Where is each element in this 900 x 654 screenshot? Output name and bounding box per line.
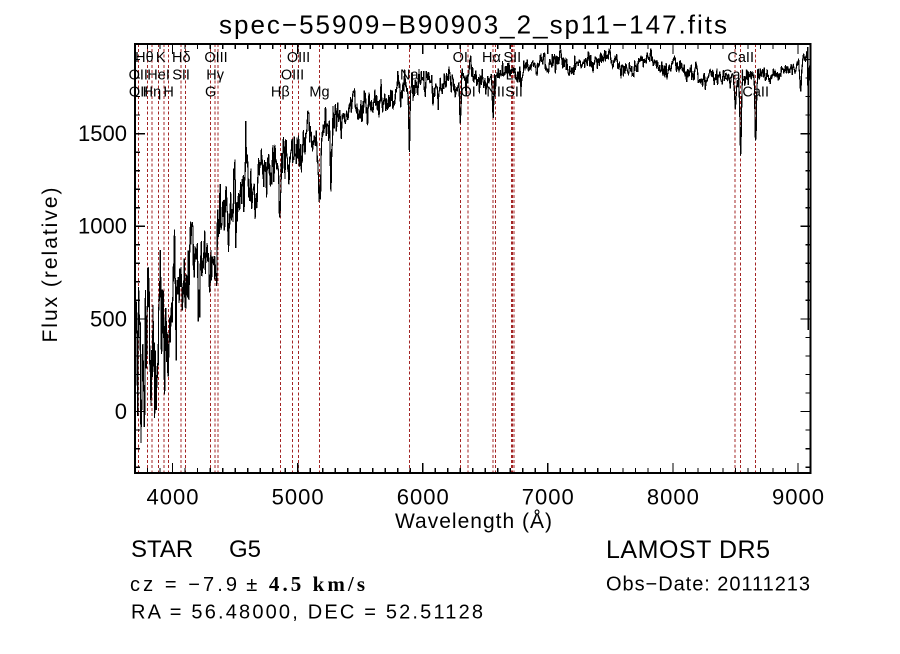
svg-text:500: 500 xyxy=(90,306,127,331)
svg-text:0: 0 xyxy=(115,399,127,424)
svg-text:Hγ: Hγ xyxy=(206,68,224,84)
svg-text:RA = 56.48000, DEC = 52.5112: RA = 56.48000, DEC = 52.51128 xyxy=(131,602,483,624)
svg-text:Wavelength (Å): Wavelength (Å) xyxy=(395,510,552,533)
svg-text:Hβ: Hβ xyxy=(271,85,290,101)
svg-text:cz = −7.9: cz = −7.9 xyxy=(130,574,237,596)
svg-text:CaII: CaII xyxy=(722,68,749,84)
svg-text:SII: SII xyxy=(172,68,190,84)
svg-text:CaII: CaII xyxy=(742,85,769,101)
svg-text:G: G xyxy=(205,85,216,101)
svg-text:± 4.5 km/s: ± 4.5 km/s xyxy=(246,572,365,596)
svg-text:OIII: OIII xyxy=(281,68,304,84)
svg-text:Li: Li xyxy=(506,68,517,84)
svg-text:SII: SII xyxy=(503,50,521,66)
svg-text:1000: 1000 xyxy=(78,214,127,239)
svg-text:SII: SII xyxy=(505,85,523,101)
svg-text:H: H xyxy=(163,85,173,101)
svg-text:NII: NII xyxy=(486,85,505,101)
svg-text:HeI: HeI xyxy=(147,68,170,84)
svg-text:Hθ: Hθ xyxy=(135,50,154,66)
svg-text:5000: 5000 xyxy=(272,485,324,510)
svg-text:OI: OI xyxy=(453,50,468,66)
svg-text:G5: G5 xyxy=(229,536,261,563)
svg-text:9000: 9000 xyxy=(772,485,824,510)
svg-text:OII: OII xyxy=(129,85,148,101)
svg-text:6000: 6000 xyxy=(397,485,449,510)
svg-text:Hα: Hα xyxy=(482,50,501,66)
svg-text:OII: OII xyxy=(129,68,148,84)
svg-text:STAR: STAR xyxy=(131,536,193,563)
svg-text:Obs−Date: 20111213: Obs−Date: 20111213 xyxy=(606,574,810,596)
svg-text:Flux (relative): Flux (relative) xyxy=(39,188,62,343)
svg-text:CaII: CaII xyxy=(727,50,754,66)
svg-text:OIII: OIII xyxy=(204,50,227,66)
svg-text:Mg: Mg xyxy=(309,85,329,101)
svg-text:spec−55909−B90903_2_sp11−147.f: spec−55909−B90903_2_sp11−147.fits xyxy=(219,10,727,40)
svg-text:Na: Na xyxy=(400,68,419,84)
svg-text:1500: 1500 xyxy=(78,121,127,146)
svg-text:Hη: Hη xyxy=(143,85,162,101)
svg-text:8000: 8000 xyxy=(647,485,699,510)
svg-text:Hδ: Hδ xyxy=(172,50,191,66)
svg-text:OIII: OIII xyxy=(287,50,310,66)
svg-text:LAMOST DR5: LAMOST DR5 xyxy=(606,536,770,564)
svg-text:4000: 4000 xyxy=(147,485,199,510)
svg-text:K: K xyxy=(156,50,166,66)
svg-text:7000: 7000 xyxy=(522,485,574,510)
svg-text:OI: OI xyxy=(461,85,476,101)
